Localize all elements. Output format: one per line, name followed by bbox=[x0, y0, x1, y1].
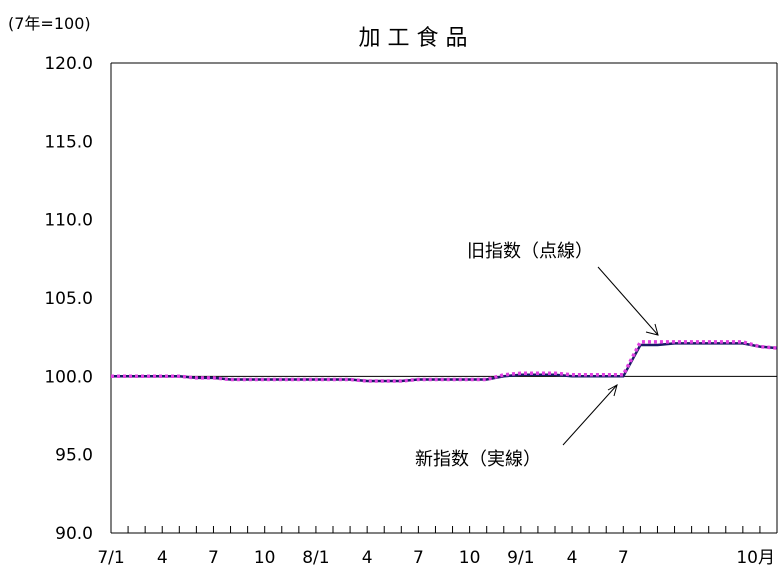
annotation-old-arrow bbox=[597, 266, 659, 336]
series-old-line bbox=[111, 340, 778, 383]
x-tick-label: 7/1 bbox=[97, 548, 124, 568]
x-tick-label: 8/1 bbox=[302, 548, 329, 568]
x-tick-label: 7 bbox=[413, 548, 424, 568]
annotation-new-label: 新指数（実線） bbox=[415, 449, 541, 470]
axes bbox=[110, 62, 778, 534]
annotation-new-arrow bbox=[562, 384, 618, 446]
y-tick-label: 100.0 bbox=[44, 367, 93, 387]
annotation-old-label: 旧指数（点線） bbox=[467, 241, 593, 262]
y-tick-label: 105.0 bbox=[44, 289, 93, 309]
y-tick-label: 120.0 bbox=[44, 54, 93, 74]
x-tick-label: 4 bbox=[567, 548, 578, 568]
y-tick-label: 110.0 bbox=[44, 211, 93, 231]
x-tick-label: 7 bbox=[618, 548, 629, 568]
chart-title: 加 工 食 品 bbox=[359, 26, 468, 51]
y-tick-label: 90.0 bbox=[55, 524, 93, 544]
x-tick-label: 9/1 bbox=[507, 548, 534, 568]
x-tick-label: 10 bbox=[459, 548, 481, 568]
y-tick-label: 115.0 bbox=[44, 132, 93, 152]
x-tick-label: 10月 bbox=[736, 548, 775, 568]
x-ticks: 7/1 4 7 10 8/1 4 7 10 9/1 4 7 10月 bbox=[97, 526, 778, 568]
x-tick-label: 7 bbox=[208, 548, 219, 568]
x-tick-label: 4 bbox=[362, 548, 373, 568]
annotation-old-arrowhead bbox=[645, 323, 659, 336]
annotations: 旧指数（点線） 新指数（実線） bbox=[415, 241, 659, 470]
y-tick-label: 95.0 bbox=[55, 446, 93, 466]
x-tick-label: 4 bbox=[157, 548, 168, 568]
x-tick-label: 10 bbox=[254, 548, 276, 568]
y-ticks: 120.0 115.0 110.0 105.0 100.0 95.0 90.0 bbox=[44, 54, 93, 544]
series-new-line bbox=[111, 342, 778, 383]
annotation-new-arrowhead bbox=[607, 383, 618, 397]
unit-label: (7年=100) bbox=[8, 14, 91, 33]
